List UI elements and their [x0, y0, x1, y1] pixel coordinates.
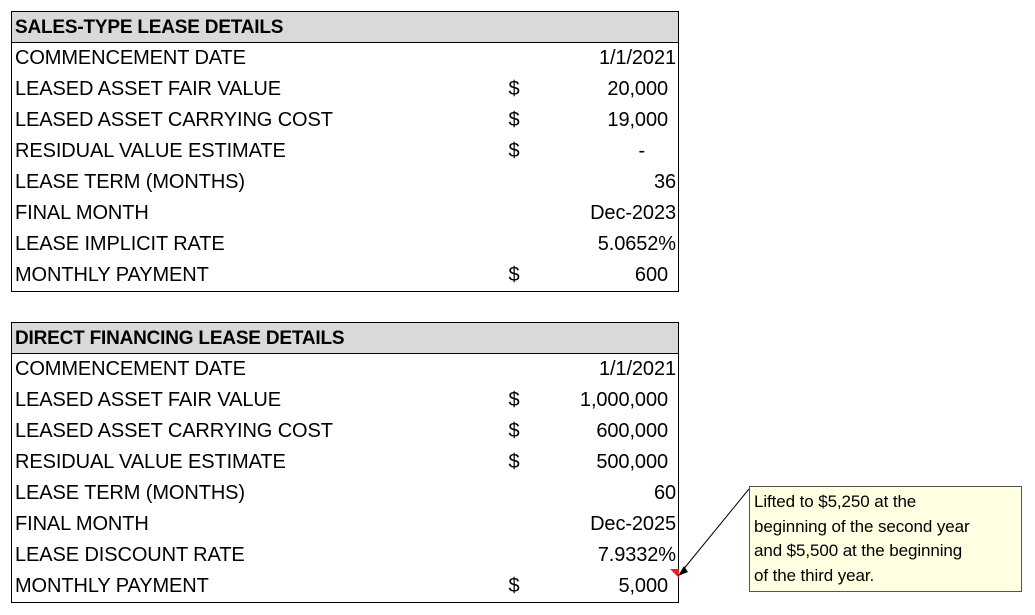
row-value[interactable]: 60 — [653, 482, 676, 504]
row-label[interactable]: LEASE DISCOUNT RATE — [15, 544, 245, 566]
table-row: LEASE IMPLICIT RATE 5.0652% — [12, 229, 678, 260]
table-row: MONTHLY PAYMENT $ 5,000 — [12, 571, 678, 602]
sales-type-header[interactable]: SALES-TYPE LEASE DETAILS — [12, 12, 678, 43]
row-value[interactable]: - — [638, 140, 645, 162]
row-label[interactable]: LEASE IMPLICIT RATE — [15, 233, 225, 255]
direct-financing-header[interactable]: DIRECT FINANCING LEASE DETAILS — [12, 323, 678, 354]
table-row: LEASED ASSET CARRYING COST $ 19,000 — [12, 105, 678, 136]
row-label[interactable]: FINAL MONTH — [15, 513, 149, 535]
table-row: LEASE TERM (MONTHS) 36 — [12, 167, 678, 198]
currency-symbol: $ — [508, 420, 520, 442]
row-value[interactable]: 600 — [634, 264, 668, 286]
row-value[interactable]: 7.9332% — [597, 544, 676, 566]
row-value[interactable]: 20,000 — [607, 78, 668, 100]
comment-line: beginning of the second year — [754, 516, 970, 536]
table-row: LEASED ASSET FAIR VALUE $ 1,000,000 — [12, 385, 678, 416]
row-value[interactable]: 600,000 — [596, 420, 668, 442]
table-row: RESIDUAL VALUE ESTIMATE $ 500,000 — [12, 447, 678, 478]
comment-line: of the third year. — [754, 565, 875, 585]
row-label[interactable]: MONTHLY PAYMENT — [15, 575, 209, 597]
table-row: COMMENCEMENT DATE 1/1/2021 — [12, 354, 678, 385]
table-row: LEASE DISCOUNT RATE 7.9332% — [12, 540, 678, 571]
row-label[interactable]: FINAL MONTH — [15, 202, 149, 224]
currency-symbol: $ — [508, 78, 520, 100]
row-value[interactable]: 19,000 — [607, 109, 668, 131]
row-value[interactable]: 36 — [653, 171, 676, 193]
row-value[interactable]: 5.0652% — [597, 233, 676, 255]
sales-type-lease-table: SALES-TYPE LEASE DETAILS COMMENCEMENT DA… — [11, 11, 679, 292]
row-value[interactable]: 500,000 — [596, 451, 668, 473]
table-row: LEASE TERM (MONTHS) 60 — [12, 478, 678, 509]
row-label[interactable]: LEASE TERM (MONTHS) — [15, 171, 245, 193]
currency-symbol: $ — [508, 451, 520, 473]
table-row: COMMENCEMENT DATE 1/1/2021 — [12, 43, 678, 74]
row-label[interactable]: COMMENCEMENT DATE — [15, 358, 246, 380]
comment-line: Lifted to $5,250 at the — [754, 492, 917, 511]
cell-comment-box[interactable]: Lifted to $5,250 at the beginning of the… — [749, 486, 1022, 592]
row-label[interactable]: LEASED ASSET CARRYING COST — [15, 109, 333, 131]
comment-line: and $5,500 at the beginning — [754, 541, 963, 560]
row-value[interactable]: Dec-2025 — [590, 513, 676, 535]
table-row: LEASED ASSET CARRYING COST $ 600,000 — [12, 416, 678, 447]
row-value[interactable]: 1/1/2021 — [598, 47, 676, 69]
row-label[interactable]: LEASED ASSET FAIR VALUE — [15, 389, 281, 411]
row-value[interactable]: 1,000,000 — [579, 389, 668, 411]
currency-symbol: $ — [508, 264, 520, 286]
row-label[interactable]: RESIDUAL VALUE ESTIMATE — [15, 140, 286, 162]
currency-symbol: $ — [508, 575, 520, 597]
currency-symbol: $ — [508, 140, 520, 162]
row-value[interactable]: Dec-2023 — [590, 202, 676, 224]
row-label[interactable]: LEASED ASSET FAIR VALUE — [15, 78, 281, 100]
table-row: FINAL MONTH Dec-2023 — [12, 198, 678, 229]
row-value[interactable]: 5,000 — [618, 575, 668, 597]
table-row: MONTHLY PAYMENT $ 600 — [12, 260, 678, 291]
direct-financing-lease-table: DIRECT FINANCING LEASE DETAILS COMMENCEM… — [11, 322, 679, 603]
row-label[interactable]: LEASE TERM (MONTHS) — [15, 482, 245, 504]
row-label[interactable]: RESIDUAL VALUE ESTIMATE — [15, 451, 286, 473]
table-row: RESIDUAL VALUE ESTIMATE $ - — [12, 136, 678, 167]
table-row: LEASED ASSET FAIR VALUE $ 20,000 — [12, 74, 678, 105]
row-label[interactable]: COMMENCEMENT DATE — [15, 47, 246, 69]
row-value[interactable]: 1/1/2021 — [598, 358, 676, 380]
currency-symbol: $ — [508, 109, 520, 131]
currency-symbol: $ — [508, 389, 520, 411]
table-row: FINAL MONTH Dec-2025 — [12, 509, 678, 540]
row-label[interactable]: MONTHLY PAYMENT — [15, 264, 209, 286]
row-label[interactable]: LEASED ASSET CARRYING COST — [15, 420, 333, 442]
comment-indicator-icon[interactable] — [670, 569, 679, 578]
